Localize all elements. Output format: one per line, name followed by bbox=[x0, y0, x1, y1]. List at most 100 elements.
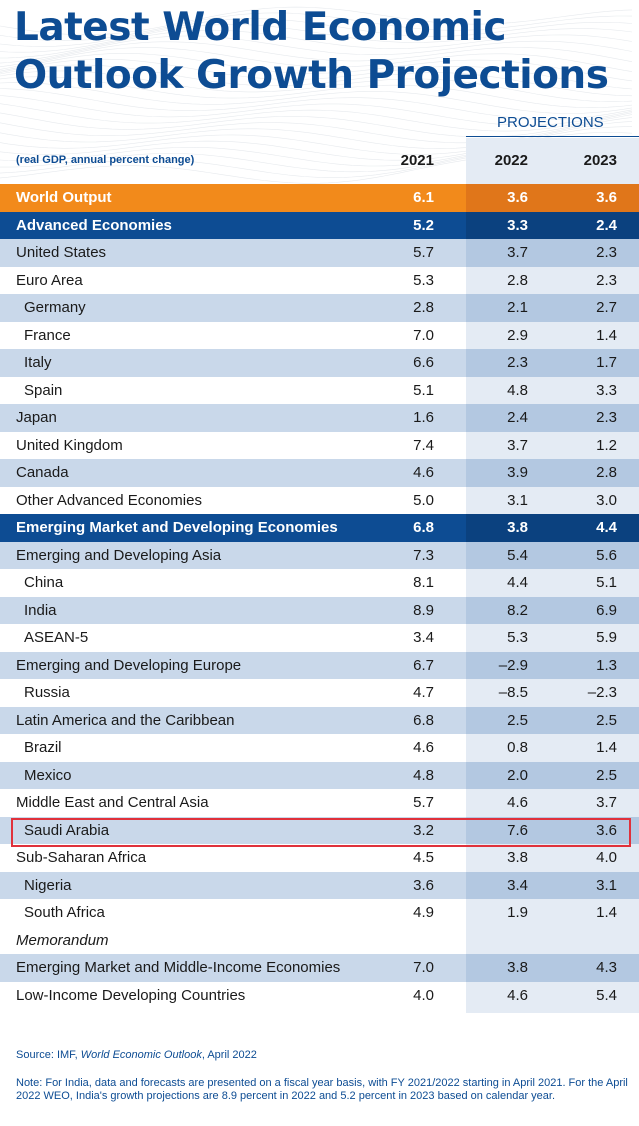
table-row: Japan 1.6 2.4 2.3 bbox=[0, 404, 639, 432]
wave-line bbox=[0, 29, 633, 59]
wave-line bbox=[0, 112, 633, 138]
projection-cell-shade bbox=[466, 651, 639, 679]
growth-table: World Output 6.1 3.6 3.6 Advanced Economies 5… bbox=[0, 184, 639, 1009]
table-row: Sub-Saharan Africa 4.5 3.8 4.0 bbox=[0, 844, 639, 872]
source-line: Source: IMF, World Economic Outlook, Apr… bbox=[16, 1049, 257, 1061]
source-prefix: Source: IMF, bbox=[16, 1049, 81, 1061]
value-cell-2023: 1.3 bbox=[596, 656, 617, 674]
value-cell-2023: 2.3 bbox=[596, 271, 617, 289]
projection-cell-shade bbox=[466, 431, 639, 459]
value-cell-2022: 3.8 bbox=[507, 519, 528, 537]
value-cell-2023: 3.1 bbox=[596, 876, 617, 894]
value-cell-2022: 2.9 bbox=[507, 326, 528, 344]
value-cell-2021: 5.7 bbox=[413, 794, 434, 812]
value-cell-2023: 1.4 bbox=[596, 326, 617, 344]
projection-cell-shade bbox=[466, 761, 639, 789]
value-cell-2022: 2.1 bbox=[507, 299, 528, 317]
projection-cell-shade bbox=[466, 569, 639, 597]
value-cell-2021: 3.4 bbox=[413, 629, 434, 647]
title-line-2: Outlook Growth Projections bbox=[14, 53, 609, 98]
value-cell-2022: 4.6 bbox=[507, 986, 528, 1004]
value-cell-2023: 3.7 bbox=[596, 794, 617, 812]
table-row: Brazil 4.6 0.8 1.4 bbox=[0, 734, 639, 762]
value-cell-2021: 8.1 bbox=[413, 574, 434, 592]
row-label: Brazil bbox=[24, 739, 62, 757]
value-cell-2022: 2.5 bbox=[507, 711, 528, 729]
value-cell-2021: 7.0 bbox=[413, 326, 434, 344]
value-cell-2021: 5.3 bbox=[413, 271, 434, 289]
footnote: Note: For India, data and forecasts are … bbox=[16, 1077, 628, 1102]
value-cell-2022: 2.4 bbox=[507, 409, 528, 427]
value-cell-2021: 6.8 bbox=[413, 519, 434, 537]
year-header-2023: 2023 bbox=[583, 152, 617, 169]
value-cell-2022: 7.6 bbox=[507, 821, 528, 839]
projection-cell-shade bbox=[466, 706, 639, 734]
wave-line bbox=[0, 95, 633, 126]
row-label: Middle East and Central Asia bbox=[16, 794, 209, 812]
table-row: Mexico 4.8 2.0 2.5 bbox=[0, 761, 639, 789]
row-label: Memorandum bbox=[16, 931, 109, 949]
value-cell-2023: 3.0 bbox=[596, 491, 617, 509]
table-row: India 8.9 8.2 6.9 bbox=[0, 596, 639, 624]
wave-line bbox=[0, 35, 633, 64]
value-cell-2021: 3.6 bbox=[413, 876, 434, 894]
projection-cell-shade bbox=[466, 624, 639, 652]
row-label: Emerging Market and Developing Economies bbox=[16, 519, 338, 537]
value-cell-2022: 4.4 bbox=[507, 574, 528, 592]
table-row: Emerging and Developing Europe 6.7 –2.9 1.3 bbox=[0, 651, 639, 679]
value-cell-2023: 3.6 bbox=[596, 821, 617, 839]
table-row: South Africa 4.9 1.9 1.4 bbox=[0, 899, 639, 927]
value-cell-2023: 2.5 bbox=[596, 766, 617, 784]
projection-cell-shade bbox=[466, 596, 639, 624]
table-row: Canada 4.6 3.9 2.8 bbox=[0, 459, 639, 487]
value-cell-2022: –2.9 bbox=[498, 656, 528, 674]
value-cell-2021: 7.3 bbox=[413, 546, 434, 564]
source-publication: World Economic Outlook bbox=[80, 1049, 202, 1061]
projection-cell-shade bbox=[466, 871, 639, 899]
table-row: Advanced Economies 5.2 3.3 2.4 bbox=[0, 211, 639, 239]
value-cell-2021: 7.4 bbox=[413, 436, 434, 454]
table-row: Other Advanced Economies 5.0 3.1 3.0 bbox=[0, 486, 639, 514]
value-cell-2022: 3.6 bbox=[507, 189, 528, 207]
row-label: Euro Area bbox=[16, 271, 83, 289]
projection-cell-shade bbox=[466, 926, 639, 954]
row-label: Emerging Market and Middle-Income Econom… bbox=[16, 959, 341, 977]
value-cell-2023: 2.3 bbox=[596, 244, 617, 262]
wave-line bbox=[0, 6, 633, 36]
value-cell-2023: 1.4 bbox=[596, 739, 617, 757]
projection-cell-shade bbox=[466, 376, 639, 404]
value-cell-2022: 2.0 bbox=[507, 766, 528, 784]
table-row: Saudi Arabia 3.2 7.6 3.6 bbox=[0, 816, 639, 844]
row-label: Emerging and Developing Europe bbox=[16, 656, 242, 674]
value-cell-2022: 3.7 bbox=[507, 244, 528, 262]
projections-divider bbox=[466, 136, 639, 137]
wave-line bbox=[0, 24, 633, 53]
value-cell-2021: 1.6 bbox=[413, 409, 434, 427]
value-cell-2023: 5.4 bbox=[596, 986, 617, 1004]
row-label: Spain bbox=[24, 381, 63, 399]
projection-cell-shade bbox=[466, 816, 639, 844]
wave-line bbox=[0, 103, 633, 132]
projection-cell-shade bbox=[466, 404, 639, 432]
table-row: Russia 4.7 –8.5 –2.3 bbox=[0, 679, 639, 707]
value-cell-2021: 5.2 bbox=[413, 216, 434, 234]
row-label: Russia bbox=[24, 684, 70, 702]
projection-cell-shade bbox=[466, 981, 639, 1009]
projection-cell-shade bbox=[466, 266, 639, 294]
value-cell-2023: 4.0 bbox=[596, 849, 617, 867]
table-row: Middle East and Central Asia 5.7 4.6 3.7 bbox=[0, 789, 639, 817]
table-row: Emerging Market and Developing Economies… bbox=[0, 514, 639, 542]
value-cell-2022: 5.4 bbox=[507, 546, 528, 564]
value-cell-2021: 4.9 bbox=[413, 904, 434, 922]
value-cell-2023: 1.2 bbox=[596, 436, 617, 454]
projection-cell-shade bbox=[466, 514, 639, 542]
value-cell-2022: 3.9 bbox=[507, 464, 528, 482]
projection-cell-shade bbox=[466, 294, 639, 322]
table-row: Italy 6.6 2.3 1.7 bbox=[0, 349, 639, 377]
value-cell-2021: 4.8 bbox=[413, 766, 434, 784]
value-cell-2021: 6.6 bbox=[413, 354, 434, 372]
projections-label: PROJECTIONS bbox=[497, 114, 604, 131]
table-row: World Output 6.1 3.6 3.6 bbox=[0, 184, 639, 212]
value-cell-2022: 1.9 bbox=[507, 904, 528, 922]
projection-cell-shade bbox=[466, 954, 639, 982]
